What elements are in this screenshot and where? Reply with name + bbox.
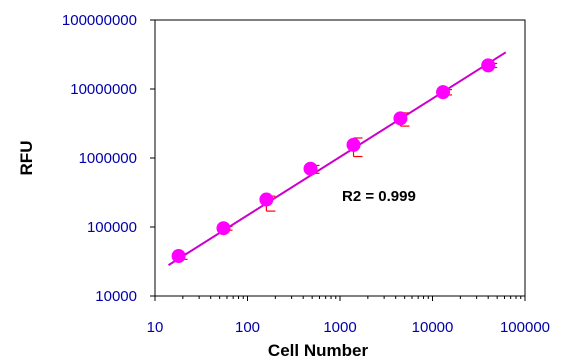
data-points xyxy=(171,58,496,263)
x-tick-label: 10 xyxy=(147,319,164,336)
y-tick-label: 10000 xyxy=(95,288,137,305)
data-point xyxy=(436,85,451,100)
y-tick-labels: 10000 100000 1000000 10000000 100000000 xyxy=(62,12,137,305)
data-point xyxy=(303,161,318,176)
y-tick-label: 1000000 xyxy=(79,150,137,167)
r2-annotation: R2 = 0.999 xyxy=(342,188,416,205)
y-tick-label: 10000000 xyxy=(70,81,137,98)
data-point xyxy=(481,58,496,73)
y-tick-label: 100000000 xyxy=(62,12,137,29)
x-tick-labels: 10 100 1000 10000 100000 xyxy=(147,319,550,336)
y-tick-label: 100000 xyxy=(87,219,137,236)
data-point xyxy=(171,248,186,263)
x-tick-label: 100 xyxy=(235,319,260,336)
data-point xyxy=(393,111,408,126)
x-axis-title: Cell Number xyxy=(268,341,369,360)
x-tick-label: 100000 xyxy=(500,319,550,336)
data-point xyxy=(346,137,361,152)
axis-ticks xyxy=(150,19,526,301)
data-point xyxy=(259,192,274,207)
x-tick-label: 10000 xyxy=(412,319,454,336)
x-tick-label: 1000 xyxy=(323,319,356,336)
data-point xyxy=(216,221,231,236)
y-axis-title: RFU xyxy=(17,141,36,176)
